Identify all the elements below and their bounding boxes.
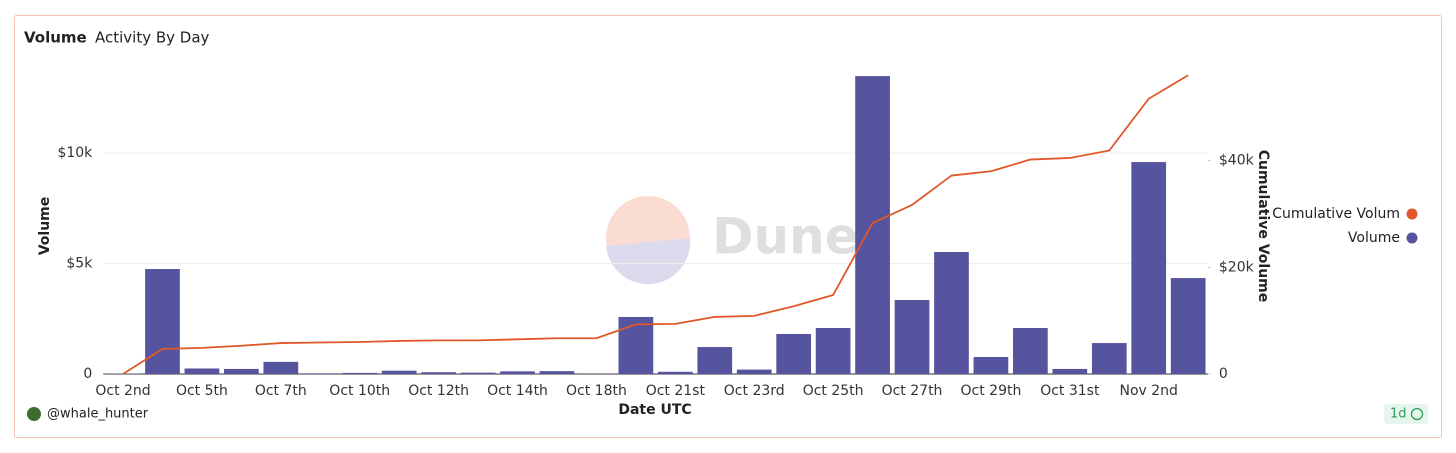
- x-tick-label: Oct 29th: [961, 383, 1022, 399]
- interval-badge: 1d: [1384, 404, 1428, 424]
- bar: [540, 371, 575, 374]
- bar: [263, 362, 298, 374]
- bar: [737, 370, 772, 374]
- bar: [461, 373, 496, 374]
- x-tick-label: Oct 12th: [408, 383, 469, 399]
- legend-label: Volume: [1348, 230, 1400, 246]
- y-tick-label: $10k: [57, 145, 93, 161]
- x-tick-label: Oct 21st: [646, 383, 706, 399]
- x-axis-label: Date UTC: [618, 402, 691, 418]
- y2-tick-label: 0: [1219, 366, 1228, 382]
- bar: [421, 372, 456, 374]
- bar: [500, 371, 535, 374]
- bar: [619, 317, 654, 374]
- bar: [342, 373, 377, 374]
- x-tick-label: Oct 25th: [803, 383, 864, 399]
- x-tick-label: Nov 2nd: [1119, 383, 1177, 399]
- bar: [1092, 343, 1127, 374]
- bar: [382, 371, 417, 374]
- bar: [185, 368, 220, 374]
- bar: [1131, 162, 1166, 374]
- x-tick-label: Oct 31st: [1040, 383, 1100, 399]
- interval-text: 1d: [1390, 407, 1407, 422]
- bar: [816, 328, 851, 374]
- bar: [855, 76, 890, 374]
- x-tick-label: Oct 10th: [329, 383, 390, 399]
- y-tick-label: $5k: [66, 256, 93, 272]
- x-tick-label: Oct 27th: [882, 383, 943, 399]
- bar: [934, 252, 969, 374]
- x-tick-label: Oct 7th: [255, 383, 307, 399]
- x-tick-label: Oct 14th: [487, 383, 548, 399]
- bar: [895, 300, 930, 374]
- bar: [776, 334, 811, 374]
- watermark-text: Dune: [712, 208, 859, 266]
- bar: [658, 372, 693, 374]
- y-axis-label: Volume: [37, 197, 53, 256]
- x-tick-label: Oct 23rd: [724, 383, 785, 399]
- legend-swatch: [1407, 233, 1418, 244]
- bar: [224, 369, 259, 374]
- y-tick-label: 0: [83, 366, 92, 382]
- y2-tick-label: $40k: [1219, 153, 1255, 169]
- bar: [1013, 328, 1048, 374]
- x-tick-label: Oct 5th: [176, 383, 228, 399]
- bar: [1171, 278, 1206, 374]
- chart-title: Volume: [24, 29, 87, 47]
- chart-subtitle: Activity By Day: [95, 29, 210, 47]
- bar: [974, 357, 1009, 374]
- bar: [145, 269, 180, 374]
- author-name: @whale_hunter: [47, 407, 149, 422]
- bar: [697, 347, 732, 374]
- legend-label: Cumulative Volum: [1272, 206, 1400, 222]
- x-tick-label: Oct 18th: [566, 383, 627, 399]
- author-avatar: [27, 407, 41, 421]
- legend-swatch: [1407, 209, 1418, 220]
- y2-axis-label: Cumulative Volume: [1255, 150, 1271, 303]
- bar: [1052, 369, 1087, 374]
- x-tick-label: Oct 2nd: [95, 383, 150, 399]
- bar: [303, 373, 338, 374]
- y2-tick-label: $20k: [1219, 259, 1255, 275]
